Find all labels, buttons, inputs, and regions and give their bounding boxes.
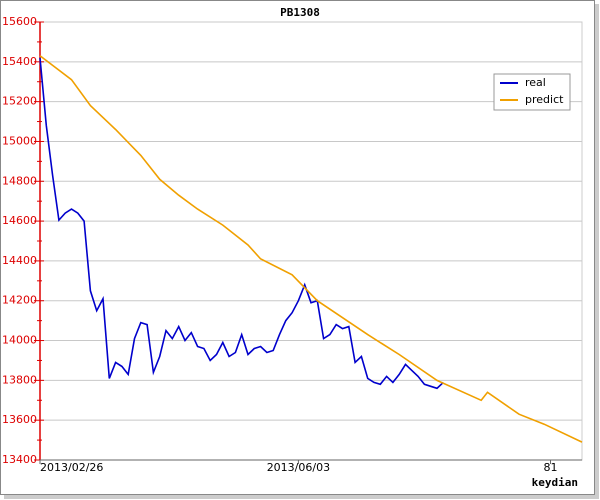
line-series	[39, 55, 583, 443]
y-tick-label: 14800	[2, 174, 37, 187]
y-tick-label: 15600	[2, 15, 37, 28]
shadow	[595, 4, 599, 498]
x-axis-label: keydian	[532, 476, 578, 489]
x-tick-label: 2013/02/26	[40, 461, 103, 474]
chart-title: PB1308	[280, 6, 320, 19]
x-tick-label: 81	[543, 461, 557, 474]
legend-label: real	[525, 76, 546, 89]
shadow	[4, 495, 599, 499]
legend-label: predict	[525, 93, 564, 106]
y-tick-label: 14000	[2, 334, 37, 347]
y-tick-label: 15000	[2, 134, 37, 147]
y-tick-label: 14600	[2, 214, 37, 227]
y-tick-label: 13600	[2, 413, 37, 426]
y-tick-label: 14200	[2, 294, 37, 307]
x-tick-label: 2013/06/03	[267, 461, 330, 474]
y-tick-label: 13400	[2, 453, 37, 466]
legend-box	[493, 73, 571, 111]
y-tick-label: 15200	[2, 95, 37, 108]
y-tick-label: 14400	[2, 254, 37, 267]
y-tick-label: 15400	[2, 55, 37, 68]
y-tick-label: 13800	[2, 373, 37, 386]
line-series	[39, 57, 444, 390]
